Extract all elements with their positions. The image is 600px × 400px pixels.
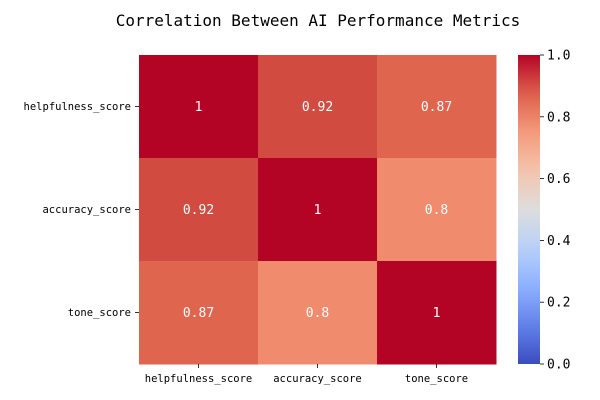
cell-value-label: 1 (195, 100, 203, 115)
heatmap-cell (258, 261, 378, 365)
x-tick-label: helpfulness_score (145, 373, 252, 385)
heatmap-cell (377, 261, 497, 365)
x-tick-label: tone_score (405, 373, 468, 385)
cell-value-label: 0.92 (302, 100, 333, 115)
cell-value-label: 0.87 (421, 100, 452, 115)
colorbar-tick-label: 0.2 (547, 296, 570, 311)
heatmap-cell (377, 55, 497, 159)
cell-value-label: 0.8 (425, 203, 448, 218)
cell-value-label: 1 (314, 203, 322, 218)
x-tick-labels: helpfulness_score accuracy_score tone_scor… (145, 364, 468, 385)
heatmap-cells: 1 0.92 0.87 0.92 1 0.8 0.87 0.8 1 (139, 55, 497, 365)
colorbar-tick-label: 0.4 (547, 234, 571, 249)
colorbar-tick-label: 0.8 (547, 110, 570, 125)
y-tick-label: tone_score (68, 307, 131, 319)
cell-value-label: 1 (433, 306, 441, 321)
heatmap-cell (139, 261, 259, 365)
y-tick-label: helpfulness_score (24, 101, 131, 113)
colorbar-tick-label: 1.0 (547, 49, 570, 64)
cell-value-label: 0.92 (183, 203, 214, 218)
colorbar (518, 55, 540, 364)
heatmap-cell (258, 158, 378, 262)
heatmap-cell (377, 158, 497, 262)
heatmap-cell (139, 158, 259, 262)
chart-title: Correlation Between AI Performance Metri… (116, 11, 521, 30)
heatmap-cell (139, 55, 259, 159)
y-tick-label: accuracy_score (42, 204, 131, 216)
colorbar-tick-label: 0.6 (547, 172, 570, 187)
cell-value-label: 0.8 (306, 306, 329, 321)
y-tick-labels: helpfulness_score accuracy_score tone_scor… (24, 101, 139, 319)
x-tick-label: accuracy_score (273, 373, 362, 385)
cell-value-label: 0.87 (183, 306, 214, 321)
colorbar-tick-label: 0.0 (547, 358, 570, 373)
heatmap-cell (258, 55, 378, 159)
colorbar-ticks: 0.0 0.2 0.4 0.6 0.8 1.0 (540, 49, 571, 373)
